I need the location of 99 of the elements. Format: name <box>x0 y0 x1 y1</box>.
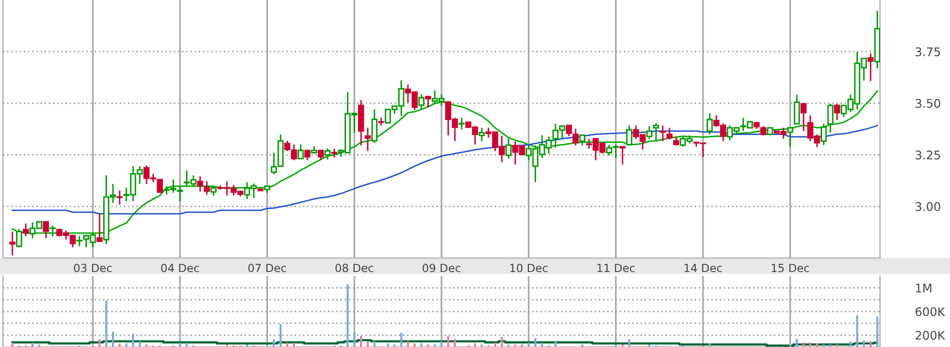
x-tick-label: 04 Dec <box>161 264 199 272</box>
bar <box>132 334 134 347</box>
bar <box>849 341 852 347</box>
candlestick <box>800 103 807 132</box>
y-tick-label: 3.50 <box>916 98 940 108</box>
bar <box>98 339 101 347</box>
bar <box>118 343 121 347</box>
candlestick <box>653 122 660 142</box>
bar <box>406 341 409 347</box>
y-tick-label: 600K <box>916 307 946 316</box>
candlestick <box>116 190 123 206</box>
candlestick <box>794 94 800 125</box>
candlestick <box>646 125 652 140</box>
bar <box>286 342 288 347</box>
y-tick-label: 3.25 <box>916 150 940 160</box>
candlestick <box>868 52 874 82</box>
bar <box>628 339 630 347</box>
candlestick <box>16 228 22 248</box>
bar <box>500 337 503 347</box>
bar <box>708 343 711 347</box>
bar <box>440 341 443 347</box>
x-tick-label: 15 Dec <box>772 264 810 272</box>
x-tick-label: 09 Dec <box>422 264 460 272</box>
candlestick <box>478 127 485 142</box>
candlestick <box>706 112 713 136</box>
bar <box>802 342 805 347</box>
bar <box>474 343 476 347</box>
candlestick <box>210 185 217 196</box>
bar <box>105 300 108 347</box>
candlestick <box>787 127 794 148</box>
x-tick-label: 07 Dec <box>248 264 286 272</box>
candlestick <box>318 150 324 161</box>
bar <box>494 342 496 347</box>
candlestick <box>42 221 49 239</box>
bar <box>179 342 182 347</box>
bar <box>11 342 14 347</box>
y-tick-label: 200K <box>916 330 946 340</box>
candlestick <box>96 212 103 243</box>
bar <box>31 342 34 347</box>
candlestick <box>834 103 840 121</box>
bar <box>816 343 818 347</box>
candlestick <box>176 184 184 202</box>
candlestick <box>49 224 56 238</box>
bar <box>400 332 402 347</box>
candlestick <box>197 176 204 192</box>
bar <box>112 332 114 347</box>
bar <box>420 343 422 347</box>
bar <box>554 341 556 347</box>
candlestick <box>425 96 432 108</box>
x-tick-label: 10 Dec <box>510 264 548 272</box>
bar <box>280 324 282 347</box>
candlestick <box>298 144 304 160</box>
bar <box>528 342 530 347</box>
candlestick <box>364 127 371 152</box>
candlestick <box>22 222 29 238</box>
bar <box>272 339 275 347</box>
bar <box>447 336 450 347</box>
bar <box>862 340 865 347</box>
candlestick <box>204 180 210 196</box>
bar <box>292 342 295 347</box>
candlestick <box>619 146 626 166</box>
x-tick-label: 14 Dec <box>684 264 722 272</box>
candlestick <box>626 124 632 146</box>
bar <box>796 339 798 347</box>
bar <box>541 342 544 347</box>
bar <box>414 343 416 347</box>
candlestick <box>304 150 310 161</box>
candlestick <box>827 103 834 134</box>
y-tick-label: 3.00 <box>916 202 940 212</box>
bar <box>856 315 858 347</box>
candlestick <box>371 108 378 144</box>
candlestick <box>418 94 424 110</box>
bar <box>876 316 878 347</box>
x-tick-label: 11 Dec <box>597 264 635 272</box>
candlestick <box>666 127 673 140</box>
candlestick <box>9 230 16 256</box>
bar <box>346 284 349 347</box>
y-tick-label: 1M <box>916 284 932 292</box>
bar <box>809 342 812 347</box>
bar <box>138 341 141 347</box>
bar <box>534 338 536 347</box>
bar <box>125 343 128 347</box>
y-tick-label: 3.75 <box>916 47 940 56</box>
candlestick <box>506 138 512 160</box>
bar <box>386 343 389 347</box>
bar <box>454 339 456 347</box>
candlestick <box>820 123 827 146</box>
bar <box>186 342 188 347</box>
x-tick-label: 03 Dec <box>74 264 112 272</box>
candlestick <box>458 116 465 130</box>
candlestick <box>660 124 666 142</box>
bar <box>360 336 362 347</box>
bar <box>373 341 376 347</box>
bar <box>366 341 369 347</box>
candlestick <box>324 148 331 160</box>
bar <box>870 341 872 347</box>
bar <box>353 332 356 347</box>
candlestick <box>76 235 83 247</box>
x-tick-label: 08 Dec <box>335 264 374 272</box>
